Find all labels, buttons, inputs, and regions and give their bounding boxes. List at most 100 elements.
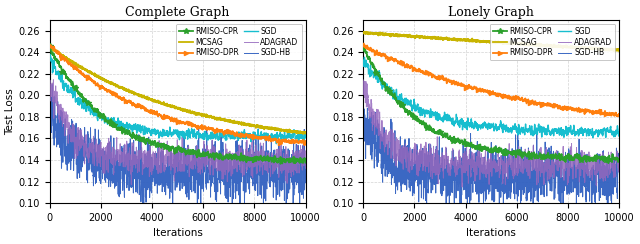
MCSAG <box>299 132 307 135</box>
MCSAG <box>561 45 569 48</box>
SGD-HB <box>294 157 302 160</box>
ADAGRAD <box>360 79 367 81</box>
SGD <box>248 139 255 142</box>
RMISO-CPR <box>360 47 367 50</box>
SGD <box>294 131 302 134</box>
MCSAG <box>170 105 178 108</box>
SGD <box>46 57 54 60</box>
SGD <box>608 133 616 136</box>
Title: Lonely Graph: Lonely Graph <box>448 6 534 19</box>
RMISO-CPR <box>294 159 302 162</box>
RMISO-DPR <box>615 113 623 116</box>
SGD <box>164 132 172 134</box>
MCSAG <box>301 131 309 133</box>
ADAGRAD <box>294 163 302 166</box>
RMISO-CPR <box>46 43 54 46</box>
SGD-HB <box>360 144 367 147</box>
RMISO-CPR <box>170 150 178 152</box>
SGD <box>170 130 178 133</box>
RMISO-DPR <box>301 143 308 146</box>
MCSAG <box>164 103 172 106</box>
Line: RMISO-DPR: RMISO-DPR <box>361 41 621 119</box>
MCSAG <box>294 132 302 134</box>
RMISO-DPR <box>46 44 54 47</box>
SGD-HB <box>49 83 56 86</box>
SGD-HB <box>294 154 302 157</box>
MCSAG <box>362 30 370 33</box>
RMISO-CPR <box>484 146 492 149</box>
RMISO-CPR <box>59 70 67 73</box>
Line: MCSAG: MCSAG <box>50 47 305 134</box>
Line: RMISO-CPR: RMISO-CPR <box>360 45 622 166</box>
MCSAG <box>372 32 380 35</box>
RMISO-DPR <box>59 56 67 59</box>
RMISO-DPR <box>360 44 367 47</box>
RMISO-CPR <box>605 162 612 165</box>
Line: ADAGRAD: ADAGRAD <box>364 80 619 187</box>
RMISO-CPR <box>561 155 569 158</box>
Line: SGD: SGD <box>364 57 619 138</box>
RMISO-CPR <box>615 157 623 160</box>
RMISO-DPR <box>164 116 172 119</box>
X-axis label: Iterations: Iterations <box>467 228 516 238</box>
SGD-HB <box>477 192 485 195</box>
SGD <box>47 53 54 56</box>
RMISO-CPR <box>294 159 302 162</box>
ADAGRAD <box>372 115 380 118</box>
SGD-HB <box>423 202 431 205</box>
MCSAG <box>248 124 255 127</box>
SGD-HB <box>561 180 569 183</box>
Y-axis label: Test Loss: Test Loss <box>6 88 15 135</box>
RMISO-CPR <box>164 146 172 149</box>
ADAGRAD <box>294 162 302 165</box>
ADAGRAD <box>615 160 623 163</box>
Title: Complete Graph: Complete Graph <box>125 6 230 19</box>
SGD <box>561 130 569 133</box>
SGD-HB <box>59 161 67 164</box>
SGD-HB <box>615 167 623 170</box>
RMISO-DPR <box>294 142 302 144</box>
X-axis label: Iterations: Iterations <box>153 228 202 238</box>
SGD-HB <box>372 143 380 146</box>
ADAGRAD <box>170 180 178 183</box>
SGD <box>360 59 367 62</box>
Line: SGD-HB: SGD-HB <box>50 85 305 203</box>
ADAGRAD <box>484 172 492 175</box>
RMISO-DPR <box>360 42 367 45</box>
ADAGRAD <box>608 166 616 169</box>
ADAGRAD <box>49 78 57 81</box>
SGD <box>589 136 597 139</box>
SGD-HB <box>248 171 255 174</box>
RMISO-DPR <box>561 105 569 108</box>
RMISO-DPR <box>608 112 616 115</box>
Line: RMISO-CPR: RMISO-CPR <box>47 42 308 167</box>
RMISO-CPR <box>301 161 309 164</box>
Legend: RMISO-CPR, MCSAG, RMISO-DPR, SGD, ADAGRAD, SGD-HB: RMISO-CPR, MCSAG, RMISO-DPR, SGD, ADAGRA… <box>176 23 301 61</box>
Line: SGD-HB: SGD-HB <box>364 108 619 203</box>
MCSAG <box>360 31 367 34</box>
SGD <box>615 132 623 135</box>
SGD <box>294 129 302 132</box>
SGD-HB <box>301 180 309 183</box>
SGD-HB <box>484 150 492 153</box>
RMISO-CPR <box>276 162 284 165</box>
RMISO-CPR <box>46 44 54 47</box>
RMISO-DPR <box>301 140 309 142</box>
RMISO-DPR <box>608 112 616 115</box>
Legend: RMISO-CPR, MCSAG, RMISO-DPR, SGD, ADAGRAD, SGD-HB: RMISO-CPR, MCSAG, RMISO-DPR, SGD, ADAGRA… <box>490 23 615 61</box>
MCSAG <box>47 45 54 48</box>
RMISO-CPR <box>608 161 616 163</box>
RMISO-CPR <box>248 158 255 161</box>
RMISO-CPR <box>608 161 616 163</box>
SGD-HB <box>608 177 616 180</box>
SGD <box>484 124 492 127</box>
RMISO-DPR <box>170 118 178 121</box>
SGD <box>360 56 368 59</box>
Line: SGD: SGD <box>50 54 305 144</box>
ADAGRAD <box>248 169 255 172</box>
RMISO-CPR <box>360 47 367 50</box>
SGD-HB <box>608 163 616 165</box>
SGD <box>608 131 616 133</box>
ADAGRAD <box>46 87 54 90</box>
Line: MCSAG: MCSAG <box>364 32 619 51</box>
